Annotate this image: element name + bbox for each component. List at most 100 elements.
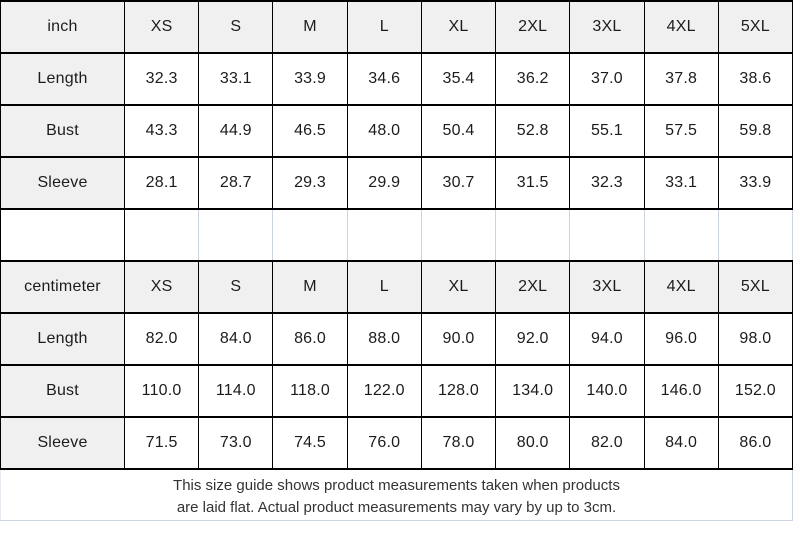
value-cell: 30.7 [420, 156, 497, 210]
value-cell: 82.0 [123, 312, 200, 366]
value-cell: 128.0 [420, 364, 497, 418]
value-cell: 82.0 [569, 416, 645, 470]
value-cell: 48.0 [346, 104, 422, 158]
size-header-cell: 3XL [569, 0, 645, 54]
value-cell: 35.4 [420, 52, 497, 106]
value-cell: 90.0 [420, 312, 497, 366]
spacer-cell [569, 208, 645, 262]
size-header-cell: M [272, 260, 348, 314]
value-cell: 46.5 [272, 104, 348, 158]
value-cell: 36.2 [495, 52, 571, 106]
size-header-cell: XS [123, 260, 200, 314]
value-cell: 32.3 [123, 52, 200, 106]
spacer-cell [643, 208, 719, 262]
value-cell: 94.0 [569, 312, 645, 366]
value-cell: 96.0 [643, 312, 719, 366]
value-cell: 84.0 [198, 312, 274, 366]
size-header-cell: XL [420, 260, 497, 314]
value-cell: 33.9 [717, 156, 793, 210]
value-cell: 92.0 [495, 312, 571, 366]
footer-note-line-1: This size guide shows product measuremen… [173, 477, 620, 494]
footer-note-line-2: are laid flat. Actual product measuremen… [176, 499, 617, 516]
value-cell: 29.3 [272, 156, 348, 210]
unit-label-cell: inch [0, 0, 125, 54]
size-header-row: inch XS S M L XL 2XL 3XL 4XL 5XL [0, 0, 793, 54]
value-cell: 28.1 [123, 156, 200, 210]
value-cell: 80.0 [495, 416, 571, 470]
value-cell: 55.1 [569, 104, 645, 158]
value-cell: 59.8 [717, 104, 793, 158]
value-cell: 88.0 [346, 312, 422, 366]
row-label-cell: Length [0, 312, 125, 366]
size-guide-table: inch XS S M L XL 2XL 3XL 4XL 5XL Length 32.3 33.1 33.… [0, 0, 793, 470]
value-cell: 44.9 [198, 104, 274, 158]
value-cell: 52.8 [495, 104, 571, 158]
spacer-cell [123, 208, 200, 262]
value-cell: 37.8 [643, 52, 719, 106]
size-header-row: centimeter XS S M L XL 2XL 3XL 4XL 5XL [0, 260, 793, 314]
value-cell: 76.0 [346, 416, 422, 470]
size-header-cell: S [198, 260, 274, 314]
spacer-cell [0, 208, 125, 262]
value-cell: 57.5 [643, 104, 719, 158]
value-cell: 32.3 [569, 156, 645, 210]
value-cell: 73.0 [198, 416, 274, 470]
value-cell: 122.0 [346, 364, 422, 418]
size-header-cell: M [272, 0, 348, 54]
spacer-cell [717, 208, 793, 262]
measurement-row: Length 82.0 84.0 86.0 88.0 90.0 92.0 94.0 96.0 98… [0, 312, 793, 366]
size-header-cell: 4XL [643, 0, 719, 54]
value-cell: 74.5 [272, 416, 348, 470]
value-cell: 43.3 [123, 104, 200, 158]
row-label-cell: Bust [0, 104, 125, 158]
row-label-cell: Bust [0, 364, 125, 418]
size-header-cell: 3XL [569, 260, 645, 314]
size-header-cell: L [346, 0, 422, 54]
spacer-row [0, 208, 793, 262]
value-cell: 146.0 [643, 364, 719, 418]
spacer-cell [346, 208, 422, 262]
unit-label-cell: centimeter [0, 260, 125, 314]
value-cell: 28.7 [198, 156, 274, 210]
row-label-cell: Sleeve [0, 156, 125, 210]
value-cell: 34.6 [346, 52, 422, 106]
measurement-row: Length 32.3 33.1 33.9 34.6 35.4 36.2 37.0 37.8 38… [0, 52, 793, 106]
measurement-row: Sleeve 71.5 73.0 74.5 76.0 78.0 80.0 82.0 84.0 86… [0, 416, 793, 470]
measurement-row: Bust 43.3 44.9 46.5 48.0 50.4 52.8 55.1 57.5 59.8 [0, 104, 793, 158]
spacer-cell [198, 208, 274, 262]
value-cell: 134.0 [495, 364, 571, 418]
spacer-cell [420, 208, 497, 262]
value-cell: 50.4 [420, 104, 497, 158]
measurement-row: Bust 110.0 114.0 118.0 122.0 128.0 134.0 140.0 1… [0, 364, 793, 418]
value-cell: 118.0 [272, 364, 348, 418]
value-cell: 33.1 [643, 156, 719, 210]
value-cell: 33.9 [272, 52, 348, 106]
row-label-cell: Length [0, 52, 125, 106]
value-cell: 29.9 [346, 156, 422, 210]
value-cell: 110.0 [123, 364, 200, 418]
value-cell: 114.0 [198, 364, 274, 418]
footer-note: This size guide shows product measuremen… [0, 470, 793, 521]
value-cell: 84.0 [643, 416, 719, 470]
size-header-cell: 4XL [643, 260, 719, 314]
value-cell: 71.5 [123, 416, 200, 470]
value-cell: 98.0 [717, 312, 793, 366]
value-cell: 33.1 [198, 52, 274, 106]
value-cell: 31.5 [495, 156, 571, 210]
size-header-cell: L [346, 260, 422, 314]
row-label-cell: Sleeve [0, 416, 125, 470]
size-guide-table-body: inch XS S M L XL 2XL 3XL 4XL 5XL Length 32.3 33.1 33.… [0, 0, 793, 470]
value-cell: 86.0 [717, 416, 793, 470]
size-header-cell: S [198, 0, 274, 54]
value-cell: 152.0 [717, 364, 793, 418]
measurement-row: Sleeve 28.1 28.7 29.3 29.9 30.7 31.5 32.3 33.1 33… [0, 156, 793, 210]
size-header-cell: XL [420, 0, 497, 54]
spacer-cell [272, 208, 348, 262]
value-cell: 86.0 [272, 312, 348, 366]
size-header-cell: XS [123, 0, 200, 54]
size-header-cell: 5XL [717, 260, 793, 314]
size-header-cell: 2XL [495, 260, 571, 314]
value-cell: 78.0 [420, 416, 497, 470]
size-header-cell: 5XL [717, 0, 793, 54]
